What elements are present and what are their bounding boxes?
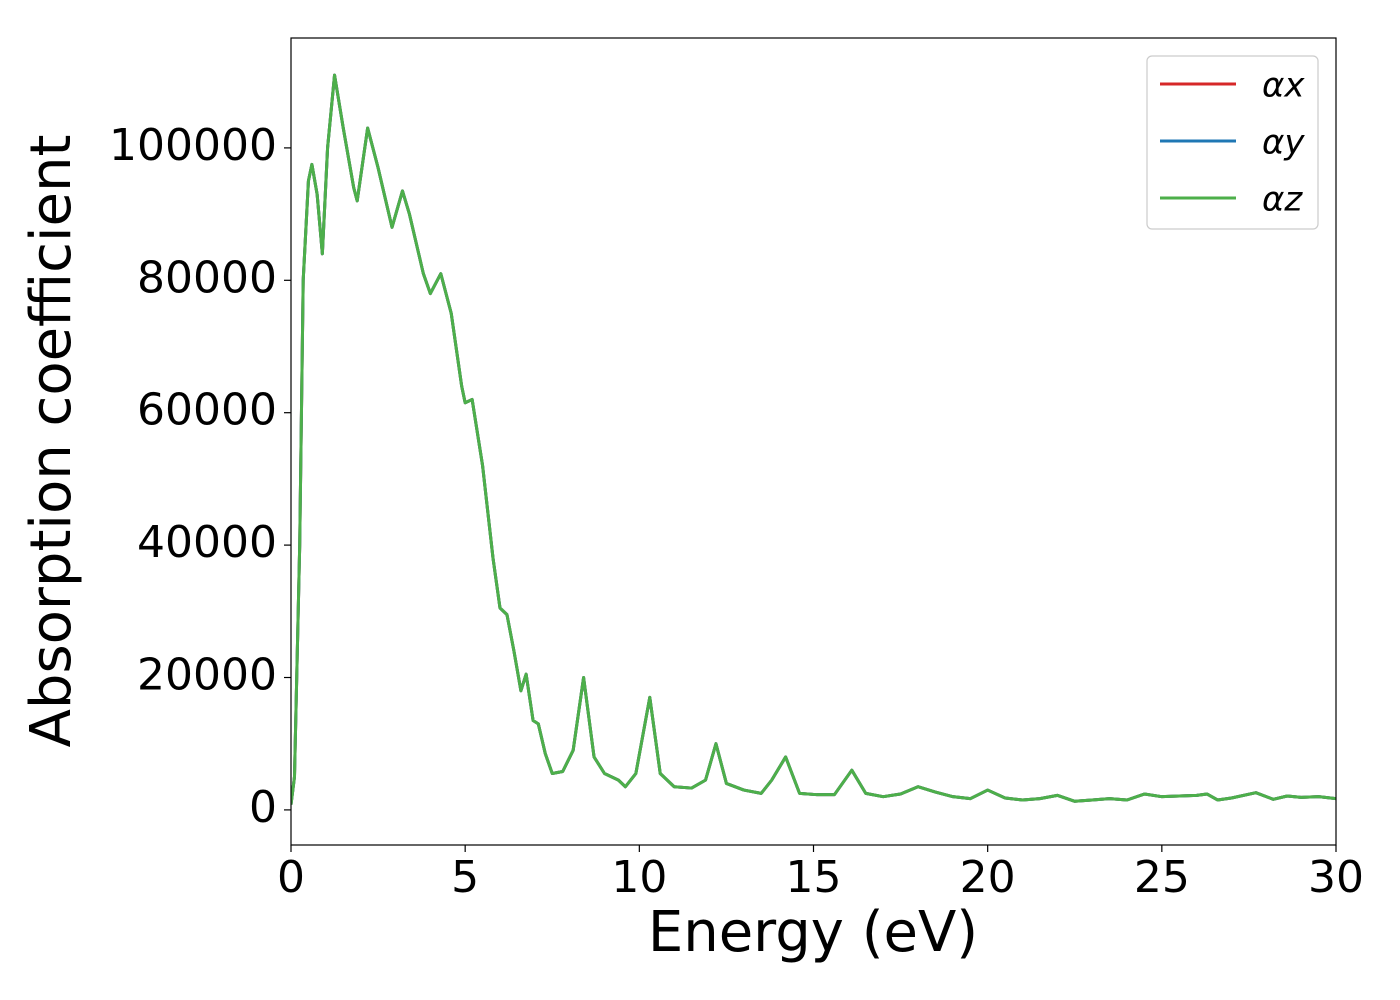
y-tick-label: 20000 <box>137 650 277 701</box>
x-tick-label: 0 <box>277 852 305 903</box>
x-tick-label: 5 <box>451 852 479 903</box>
y-tick-label: 100000 <box>109 120 277 171</box>
x-axis-label: Energy (eV) <box>648 900 978 965</box>
data-line <box>291 73 1336 805</box>
x-tick-label: 10 <box>611 852 667 903</box>
legend-label: αy <box>1262 123 1305 163</box>
y-tick-label: 40000 <box>137 517 277 568</box>
plot-frame <box>290 37 1337 846</box>
legend-label: αx <box>1262 66 1305 106</box>
y-tick-label: 80000 <box>137 252 277 303</box>
y-tick-label: 60000 <box>137 385 277 436</box>
x-tick-label: 20 <box>960 852 1016 903</box>
legend-label: αz <box>1262 180 1303 220</box>
x-tick-label: 30 <box>1308 852 1364 903</box>
y-axis-label: Absorption coefficient <box>19 135 84 748</box>
y-tick-label: 0 <box>249 782 277 833</box>
x-tick-label: 25 <box>1134 852 1190 903</box>
x-tick-label: 15 <box>786 852 842 903</box>
